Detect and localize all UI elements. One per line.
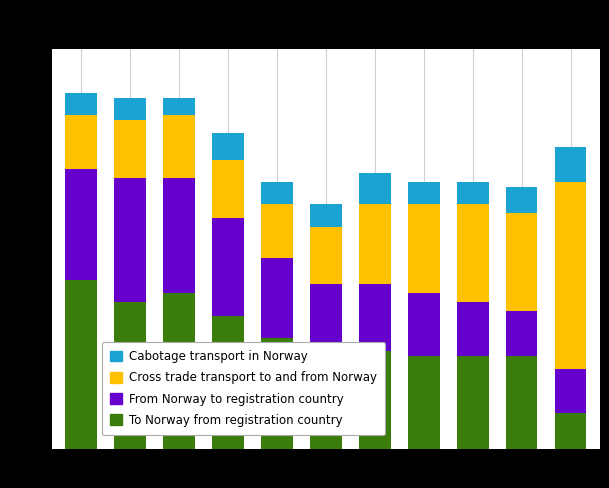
Bar bbox=[408, 204, 440, 293]
Bar bbox=[261, 204, 293, 258]
Bar bbox=[163, 116, 195, 178]
Bar bbox=[114, 178, 146, 302]
Bar bbox=[555, 369, 586, 413]
Bar bbox=[212, 160, 244, 218]
Bar bbox=[114, 302, 146, 449]
Bar bbox=[163, 178, 195, 293]
Bar bbox=[212, 218, 244, 316]
Bar bbox=[457, 204, 488, 302]
Legend: Cabotage transport in Norway, Cross trade transport to and from Norway, From Nor: Cabotage transport in Norway, Cross trad… bbox=[102, 342, 385, 435]
Bar bbox=[505, 356, 538, 449]
Bar bbox=[310, 351, 342, 449]
Bar bbox=[65, 280, 97, 449]
Bar bbox=[359, 351, 390, 449]
Bar bbox=[359, 285, 390, 351]
Bar bbox=[114, 98, 146, 120]
Bar bbox=[65, 116, 97, 169]
Bar bbox=[408, 293, 440, 356]
Bar bbox=[65, 169, 97, 280]
Bar bbox=[65, 93, 97, 116]
Bar bbox=[457, 182, 488, 204]
Bar bbox=[114, 120, 146, 178]
Bar bbox=[505, 213, 538, 311]
Bar bbox=[212, 133, 244, 160]
Bar bbox=[261, 338, 293, 449]
Bar bbox=[457, 356, 488, 449]
Bar bbox=[261, 258, 293, 338]
Bar bbox=[261, 182, 293, 204]
Bar bbox=[555, 413, 586, 449]
Bar bbox=[310, 285, 342, 351]
Bar bbox=[505, 186, 538, 213]
Bar bbox=[212, 316, 244, 449]
Bar bbox=[555, 146, 586, 182]
Bar bbox=[359, 204, 390, 285]
Bar bbox=[408, 182, 440, 204]
Bar bbox=[310, 204, 342, 226]
Bar bbox=[555, 182, 586, 369]
Bar bbox=[457, 302, 488, 356]
Bar bbox=[505, 311, 538, 356]
Bar bbox=[408, 356, 440, 449]
Bar bbox=[359, 173, 390, 204]
Bar bbox=[163, 98, 195, 116]
Bar bbox=[163, 293, 195, 449]
Bar bbox=[310, 226, 342, 285]
